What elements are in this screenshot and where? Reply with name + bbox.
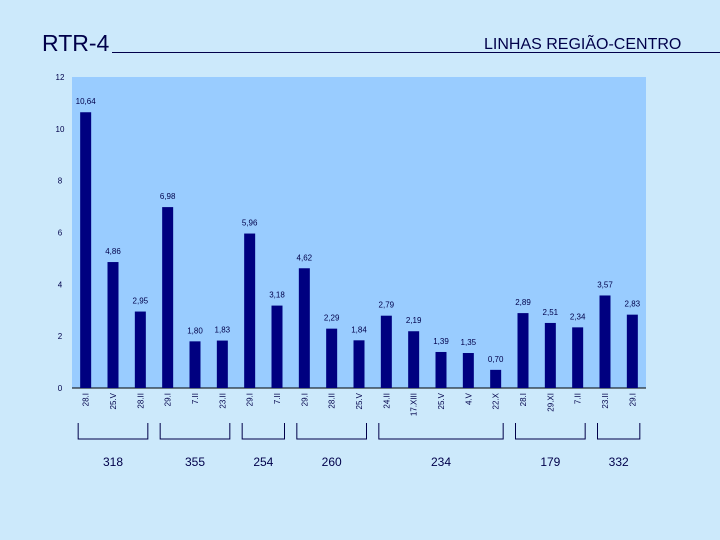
bar-value-label: 1,39	[433, 337, 449, 346]
bar	[462, 353, 474, 388]
group-bracket	[296, 423, 367, 440]
bar-value-label: 2,79	[379, 301, 395, 310]
bar-value-label: 6,98	[160, 192, 176, 201]
y-tick-label: 8	[58, 177, 63, 186]
x-tick-label: 24.II	[382, 393, 391, 409]
bar	[353, 340, 365, 388]
x-tick-label: 25.V	[355, 392, 364, 409]
x-tick-label: 7.II	[273, 393, 282, 404]
bar	[271, 305, 283, 388]
x-tick-label: 28.I	[82, 393, 91, 406]
bar	[244, 233, 256, 388]
bar	[326, 328, 338, 388]
bar	[80, 112, 92, 388]
bar	[626, 314, 638, 388]
group-label: 355	[185, 455, 205, 469]
bar	[599, 295, 611, 388]
y-tick-label: 2	[58, 332, 63, 341]
bar-value-label: 0,70	[488, 355, 504, 364]
x-tick-label: 23.II	[601, 393, 610, 409]
bar-value-label: 2,29	[324, 314, 340, 323]
bar	[107, 262, 119, 388]
x-tick-label: 7.II	[191, 393, 200, 404]
x-tick-label: 29.XI	[546, 393, 555, 412]
bar-value-label: 1,84	[351, 325, 367, 334]
group-label: 332	[609, 455, 629, 469]
group-label: 234	[431, 455, 451, 469]
y-tick-label: 0	[58, 384, 63, 393]
bar-value-label: 3,18	[269, 291, 285, 300]
bar	[544, 322, 556, 388]
bar	[134, 311, 146, 388]
x-tick-label: 22.X	[492, 392, 501, 409]
x-tick-label: 17.XIII	[410, 393, 419, 416]
bar	[572, 327, 584, 388]
bar-value-label: 5,96	[242, 219, 258, 228]
group-label: 260	[322, 455, 342, 469]
page-subtitle: LINHAS REGIÃO-CENTRO	[484, 36, 682, 53]
group-bracket	[597, 423, 641, 440]
bar-value-label: 3,57	[597, 280, 613, 289]
y-tick-label: 4	[58, 280, 63, 289]
group-bracket	[77, 423, 149, 440]
bar-value-label: 4,62	[297, 253, 313, 262]
bar	[380, 315, 392, 388]
bar-value-label: 1,35	[461, 338, 477, 347]
group-bracket	[241, 423, 285, 440]
x-tick-label: 4.V	[464, 392, 473, 405]
group-label: 318	[103, 455, 123, 469]
bar-value-label: 2,83	[625, 300, 641, 309]
x-tick-label: 25.V	[109, 392, 118, 409]
bar-value-label: 2,95	[133, 297, 149, 306]
y-tick-label: 12	[56, 73, 65, 82]
x-tick-label: 29.I	[164, 393, 173, 406]
bar	[435, 351, 447, 388]
bar-value-label: 1,83	[215, 326, 231, 335]
bar-value-label: 10,64	[76, 97, 97, 106]
bar-value-label: 2,19	[406, 316, 422, 325]
x-tick-label: 23.II	[218, 393, 227, 409]
bar	[408, 331, 420, 388]
bar-value-label: 2,51	[543, 308, 559, 317]
bar-value-label: 2,89	[515, 298, 531, 307]
group-bracket	[159, 423, 231, 440]
y-tick-label: 6	[58, 229, 63, 238]
x-tick-label: 29.I	[300, 393, 309, 406]
x-tick-label: 7.II	[574, 393, 583, 404]
x-tick-label: 28.II	[136, 393, 145, 409]
group-bracket	[378, 423, 504, 440]
bar	[517, 313, 529, 388]
bar	[298, 268, 310, 388]
page-title: RTR-4	[42, 30, 110, 56]
x-tick-label: 29.I	[246, 393, 255, 406]
group-bracket	[515, 423, 586, 440]
group-label: 179	[540, 455, 560, 469]
x-tick-label: 28.II	[328, 393, 337, 409]
bar-value-label: 2,34	[570, 312, 586, 321]
x-tick-label: 28.I	[519, 393, 528, 406]
bar-value-label: 4,86	[105, 247, 121, 256]
group-label: 254	[253, 455, 273, 469]
header-underline	[112, 52, 720, 53]
bar-value-label: 1,80	[187, 326, 203, 335]
x-tick-label: 29.I	[628, 393, 637, 406]
y-tick-label: 10	[56, 125, 65, 134]
bar	[189, 341, 201, 388]
bar	[162, 207, 174, 388]
bar	[216, 340, 228, 388]
bar	[490, 369, 502, 388]
x-tick-label: 25.V	[437, 392, 446, 409]
